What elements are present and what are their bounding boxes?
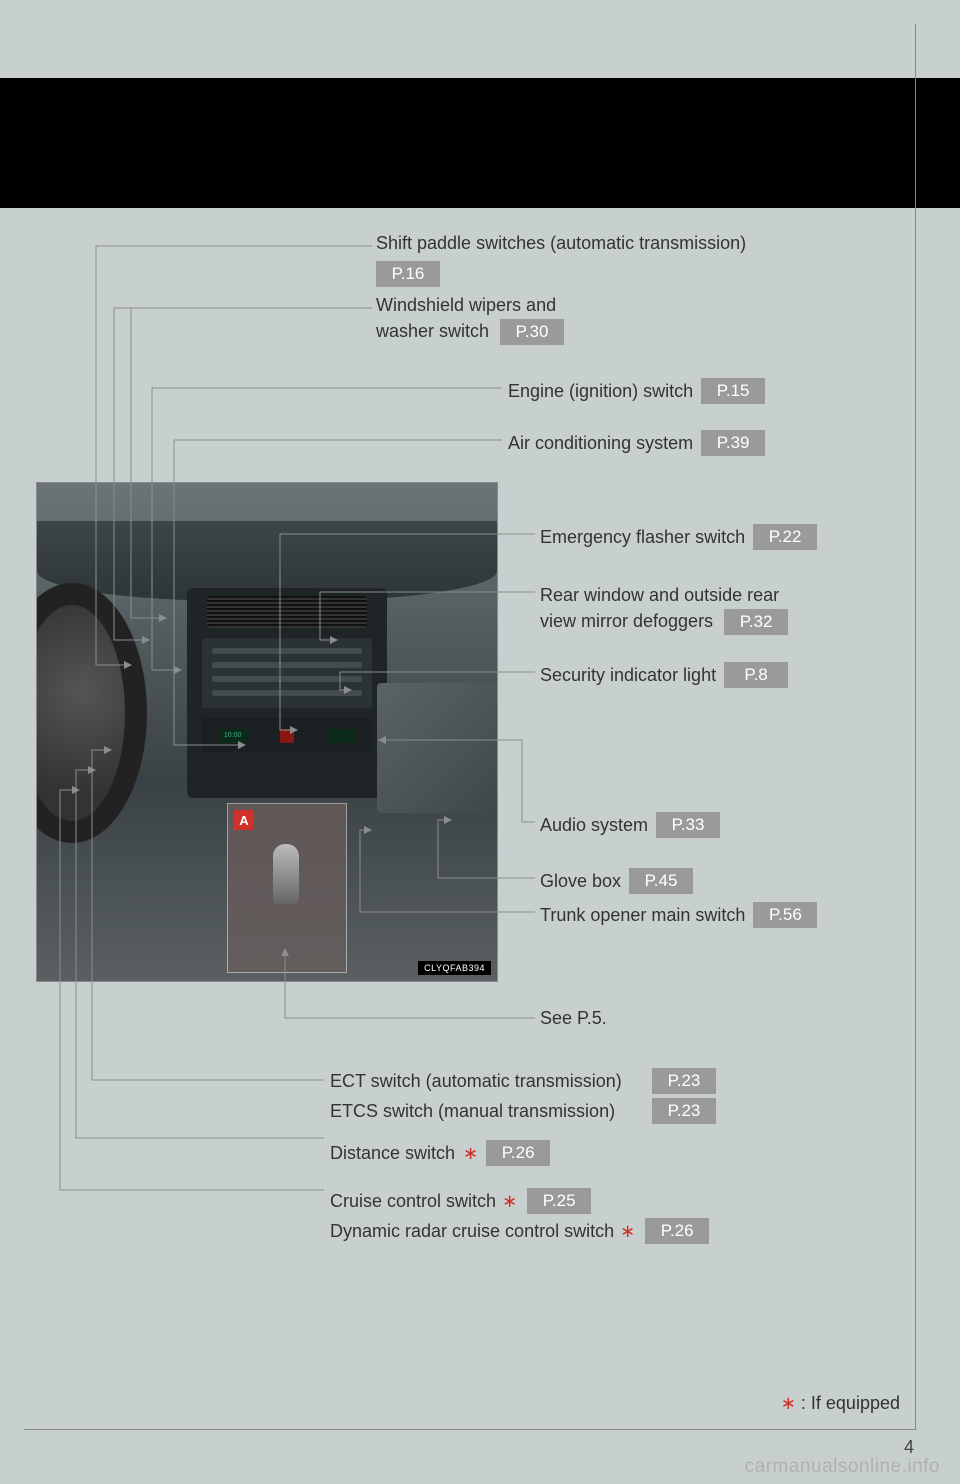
page-ref: P.25: [527, 1188, 591, 1214]
audio-text: Audio system: [540, 815, 648, 836]
callout-wipers: Windshield wipers and washer switch P.30: [376, 292, 564, 345]
watermark: carmanualsonline.info: [745, 1456, 940, 1478]
engine-text: Engine (ignition) switch: [508, 381, 693, 402]
security-text: Security indicator light: [540, 665, 716, 686]
callout-emergency: Emergency flasher switch P.22: [540, 524, 817, 550]
page-ref: P.39: [701, 430, 765, 456]
callout-ac: Air conditioning system P.39: [508, 430, 765, 456]
asterisk-icon: ∗: [620, 1218, 635, 1244]
callout-rear-defog: Rear window and outside rear view mirror…: [540, 582, 788, 635]
wipers-line2: washer switch: [376, 321, 489, 341]
page-ref: P.30: [500, 319, 564, 345]
page-ref: P.23: [652, 1068, 716, 1094]
callout-distance: Distance switch ∗ P.26: [330, 1140, 550, 1166]
asterisk-icon: ∗: [463, 1143, 478, 1164]
trunk-text: Trunk opener main switch: [540, 905, 745, 926]
callout-security: Security indicator light P.8: [540, 662, 788, 688]
ect-text: ECT switch (automatic transmission): [330, 1068, 640, 1094]
callout-cruise-dynamic: Cruise control switch ∗ P.25 Dynamic rad…: [330, 1188, 709, 1244]
callout-trunk: Trunk opener main switch P.56: [540, 902, 817, 928]
rear-defog-line2: view mirror defoggers: [540, 611, 713, 631]
callout-audio: Audio system P.33: [540, 812, 720, 838]
asterisk-icon: ∗: [781, 1393, 796, 1413]
manual-page: 10:00 A CLYQFAB394: [0, 0, 960, 1484]
page-ref: P.32: [724, 609, 788, 635]
page-ref: P.15: [701, 378, 765, 404]
callout-engine: Engine (ignition) switch P.15: [508, 378, 765, 404]
page-ref: P.56: [753, 902, 817, 928]
ac-text: Air conditioning system: [508, 433, 693, 454]
glove-text: Glove box: [540, 871, 621, 892]
callout-ect-etcs: ECT switch (automatic transmission) P.23…: [330, 1068, 716, 1124]
page-ref: P.45: [629, 868, 693, 894]
callout-glove: Glove box P.45: [540, 868, 693, 894]
dashboard-photo: 10:00 A CLYQFAB394: [36, 482, 498, 982]
callout-shift-paddle: Shift paddle switches (automatic transmi…: [376, 230, 746, 287]
rear-defog-line1: Rear window and outside rear: [540, 582, 788, 608]
page-ref: P.23: [652, 1098, 716, 1124]
dynamic-text: Dynamic radar cruise control switch: [330, 1218, 614, 1244]
shift-paddle-text: Shift paddle switches (automatic transmi…: [376, 230, 746, 256]
page-ref: P.16: [376, 261, 440, 287]
asterisk-icon: ∗: [502, 1188, 517, 1214]
footnote-text: : If equipped: [801, 1393, 900, 1413]
cruise-text: Cruise control switch: [330, 1188, 496, 1214]
page-number: 4: [904, 1437, 914, 1458]
emergency-text: Emergency flasher switch: [540, 527, 745, 548]
etcs-text: ETCS switch (manual transmission): [330, 1098, 640, 1124]
footnote: ∗ : If equipped: [781, 1393, 900, 1414]
distance-text: Distance switch: [330, 1143, 455, 1164]
page-ref: P.33: [656, 812, 720, 838]
page-ref: P.8: [724, 662, 788, 688]
see-p5-text: See P.5.: [540, 1008, 607, 1029]
wipers-line1: Windshield wipers and: [376, 292, 564, 318]
callout-see-p5: See P.5.: [540, 1008, 607, 1029]
page-ref: P.22: [753, 524, 817, 550]
image-code-label: CLYQFAB394: [418, 961, 491, 975]
page-ref: P.26: [486, 1140, 550, 1166]
highlight-a-marker: A: [234, 810, 254, 830]
page-ref: P.26: [645, 1218, 709, 1244]
